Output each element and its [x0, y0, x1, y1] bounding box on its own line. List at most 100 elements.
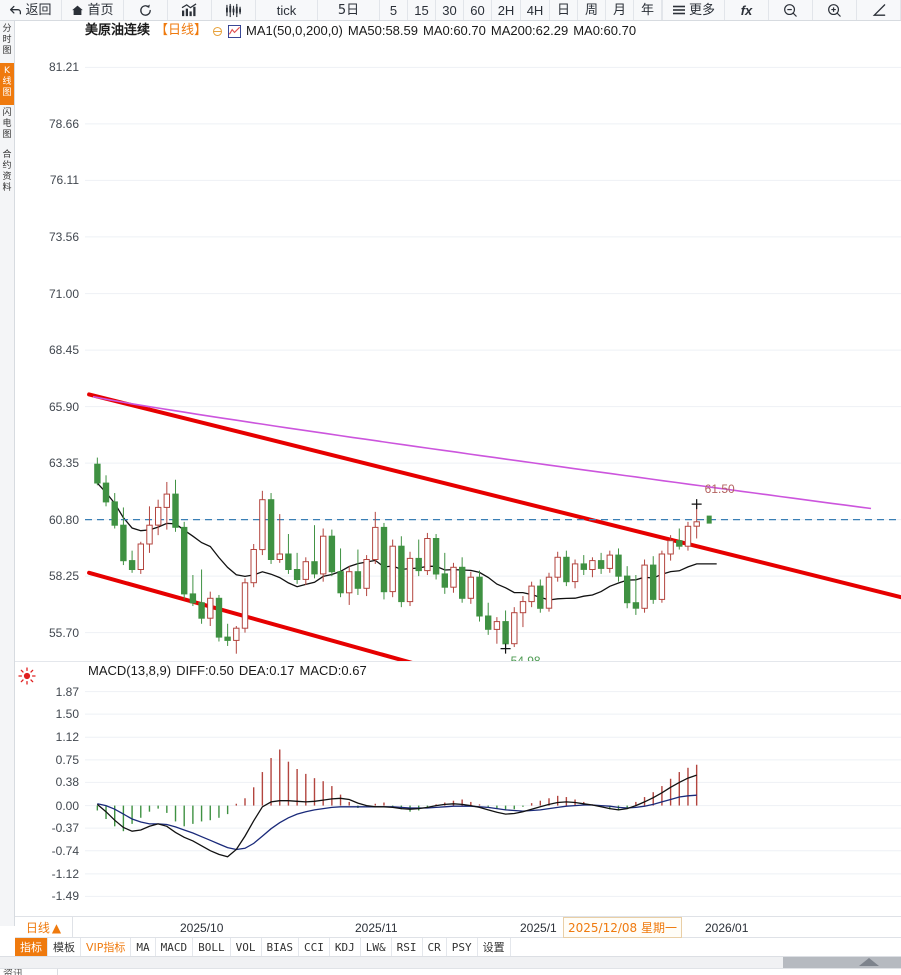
ma-chart-icon — [228, 24, 242, 38]
left-rail: 分时图 K线图 闪电图 合约资料 — [0, 21, 15, 926]
indicator-tab-psy[interactable]: PSY — [447, 938, 478, 956]
price-y-tick: 73.56 — [48, 229, 79, 244]
indicator-tab-[interactable]: 模板 — [48, 938, 81, 956]
indicator-tab-cr[interactable]: CR — [423, 938, 447, 956]
macd-header: MACD(13,8,9) DIFF:0.50 DEA:0.17 MACD:0.6… — [88, 663, 367, 679]
macd-y-tick: -1.12 — [51, 866, 79, 881]
price-y-tick: 55.70 — [48, 625, 79, 640]
price-y-tick: 65.90 — [48, 399, 79, 414]
macd-value: MACD:0.67 — [299, 663, 367, 678]
period-high-label: 61.50 — [704, 482, 735, 497]
period-chip[interactable]: 日线 ▲ — [15, 917, 73, 938]
indicator-button[interactable] — [212, 0, 256, 20]
status-bar: 资讯 — [0, 968, 901, 975]
period-15[interactable]: 15 — [408, 0, 436, 20]
price-y-tick: 68.45 — [48, 343, 79, 358]
ma-params: MA1(50,0,200,0) — [246, 23, 343, 38]
zoom-out-button[interactable] — [769, 0, 813, 20]
chart-type-button[interactable] — [168, 0, 212, 20]
more-label: 更多 — [688, 2, 715, 18]
pen-icon — [871, 3, 887, 18]
status-divider — [57, 969, 58, 975]
period-chip-label: 日线 — [25, 921, 50, 935]
price-y-axis: 81.21 78.66 76.11 73.56 71.00 68.45 65.90 63.35… — [15, 21, 85, 661]
price-chart-header: 美原油连续 【日线】 MA1(50,0,200,0) MA50:58.59 MA… — [85, 23, 636, 39]
macd-plot-area[interactable] — [85, 680, 901, 908]
scrollbar-thumb[interactable] — [783, 957, 901, 968]
fx-icon: fx — [740, 2, 753, 18]
top-toolbar: 返回 首页 tick 5日 5 15 30 60 2H — [0, 0, 901, 21]
indicator-tab-ma[interactable]: MA — [131, 938, 156, 956]
price-y-tick: 81.21 — [48, 60, 79, 75]
macd-diff: DIFF:0.50 — [176, 663, 234, 678]
refresh-button[interactable] — [124, 0, 168, 20]
back-button[interactable]: 返回 — [0, 0, 62, 20]
toolbar-spacer — [662, 0, 663, 20]
date-label: 2025/10 — [180, 921, 224, 935]
period-5[interactable]: 5 — [380, 0, 408, 20]
rail-item-kline[interactable]: K线图 — [0, 63, 14, 105]
rail-item-timeshare[interactable]: 分时图 — [2, 24, 12, 56]
bar-chart-icon — [181, 2, 198, 18]
indicator-tab-cci[interactable]: CCI — [299, 938, 330, 956]
macd-y-tick: -1.49 — [51, 889, 79, 904]
rail-item-flash[interactable]: 闪电图 — [2, 108, 12, 140]
macd-y-tick: 0.00 — [55, 798, 79, 813]
indicator-tab-lw[interactable]: LW& — [361, 938, 392, 956]
period-4h[interactable]: 4H — [521, 0, 550, 20]
indicator-tab-bias[interactable]: BIAS — [262, 938, 300, 956]
indicator-tab-vol[interactable]: VOL — [231, 938, 262, 956]
macd-dea: DEA:0.17 — [238, 663, 295, 678]
hamburger-icon — [672, 4, 686, 16]
macd-y-tick: 0.75 — [55, 752, 79, 767]
indicator-tab-macd[interactable]: MACD — [156, 938, 194, 956]
price-y-tick: 60.80 — [48, 512, 79, 527]
draw-button[interactable] — [857, 0, 901, 20]
period-week[interactable]: 周 — [578, 0, 606, 20]
price-candlestick-svg — [85, 66, 901, 661]
horizontal-scrollbar[interactable] — [0, 956, 901, 968]
price-y-tick: 78.66 — [48, 116, 79, 131]
date-label: 2025/11 — [355, 921, 398, 935]
price-y-tick: 76.11 — [49, 173, 79, 188]
home-icon — [71, 4, 84, 17]
period-tick[interactable]: tick — [256, 0, 318, 20]
home-button[interactable]: 首页 — [62, 0, 124, 20]
back-arrow-icon — [9, 4, 22, 17]
period-30[interactable]: 30 — [436, 0, 464, 20]
date-label: 2026/01 — [705, 921, 749, 935]
indicator-tab-vip[interactable]: VIP指标 — [81, 938, 132, 956]
macd-y-tick: 1.87 — [55, 684, 79, 699]
back-label: 返回 — [25, 2, 52, 18]
macd-pane[interactable]: MACD(13,8,9) DIFF:0.50 DEA:0.17 MACD:0.6… — [15, 661, 901, 914]
crosshair-date-tooltip: 2025/12/08 星期一 — [563, 917, 682, 938]
indicator-tab-kdj[interactable]: KDJ — [330, 938, 361, 956]
price-y-tick: 71.00 — [48, 286, 79, 301]
price-chart-pane[interactable]: 美原油连续 【日线】 MA1(50,0,200,0) MA50:58.59 MA… — [15, 21, 901, 668]
indicator-tab-rsi[interactable]: RSI — [392, 938, 423, 956]
ma0-navy-value: MA0:60.70 — [422, 23, 486, 38]
period-year[interactable]: 年 — [634, 0, 662, 20]
date-axis: 日线 ▲ 2025/10 2025/11 2025/1 2026/01 2025… — [15, 916, 901, 938]
period-day[interactable]: 日 — [550, 0, 578, 20]
period-2h[interactable]: 2H — [492, 0, 521, 20]
more-button[interactable]: 更多 — [663, 0, 725, 20]
period-60[interactable]: 60 — [464, 0, 492, 20]
settings-dot-icon[interactable] — [212, 26, 223, 37]
status-text: 资讯 — [3, 969, 23, 975]
zoom-in-button[interactable] — [813, 0, 857, 20]
indicator-tab-[interactable]: 指标 — [15, 938, 48, 956]
scroll-up-arrow-icon[interactable] — [859, 958, 879, 966]
price-y-tick: 58.25 — [48, 569, 79, 584]
indicator-tab-boll[interactable]: BOLL — [193, 938, 231, 956]
price-plot-area[interactable] — [85, 39, 901, 661]
period-month[interactable]: 月 — [606, 0, 634, 20]
macd-y-tick: 0.38 — [55, 775, 79, 790]
caret-up-icon: ▲ — [51, 920, 62, 935]
formula-button[interactable]: fx — [725, 0, 769, 20]
rail-item-contract-info[interactable]: 合约资料 — [2, 150, 12, 193]
indicator-tab-[interactable]: 设置 — [478, 938, 511, 956]
period-5d[interactable]: 5日 — [318, 0, 380, 20]
brightness-icon[interactable] — [18, 667, 36, 685]
macd-y-axis: 1.87 1.50 1.12 0.75 0.38 0.00 -0.37 -0.74 -1.12 -… — [15, 662, 85, 914]
